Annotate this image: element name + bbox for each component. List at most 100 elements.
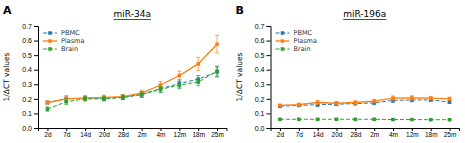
legend: PBMCPlasmaBrain: [276, 29, 317, 53]
tick: 0.6: [22, 37, 38, 44]
tick: 0.1: [255, 110, 271, 117]
marker: [448, 97, 452, 101]
error-bar: [429, 119, 433, 121]
error-bar: [215, 67, 219, 77]
series-line: [280, 119, 450, 120]
error-bar: [121, 94, 125, 98]
marker: [46, 101, 50, 105]
tick: 28d: [350, 128, 361, 138]
tick-mark: [34, 113, 38, 114]
error-bar: [278, 104, 282, 106]
series-line: [47, 71, 217, 109]
tick: 0.6: [255, 37, 271, 44]
y-axis-title: 1/ΔCT values: [235, 52, 244, 101]
error-bar: [372, 118, 376, 120]
marker: [429, 118, 433, 122]
tick-label: 0.2: [22, 96, 32, 103]
series-line: [280, 100, 450, 106]
tick-mark: [34, 99, 38, 100]
tick: 0.5: [22, 52, 38, 59]
tick-label: 2d: [44, 131, 52, 138]
legend-item: PBMC: [43, 29, 80, 37]
error-bar: [83, 96, 87, 100]
tick: 7d: [296, 128, 304, 138]
tick-mark: [267, 113, 271, 114]
tick: 0.3: [255, 81, 271, 88]
tick-label: 0.1: [22, 110, 32, 117]
error-bar: [121, 95, 125, 99]
tick: 20d: [99, 128, 110, 138]
legend-label: Plasma: [294, 37, 317, 45]
tick-label: 0.5: [22, 52, 32, 59]
title-underline: [343, 19, 386, 20]
tick: 12m: [174, 128, 187, 138]
tick-label: 2m: [370, 131, 379, 138]
tick-label: 20d: [332, 131, 343, 138]
tick: 25m: [444, 128, 457, 138]
error-bar: [215, 35, 219, 52]
series: [45, 35, 219, 104]
tick-label: 25m: [444, 131, 457, 138]
tick-label: 0.2: [255, 96, 265, 103]
axis-line: [34, 27, 39, 129]
tick: 0.2: [255, 96, 271, 103]
error-bar: [45, 107, 49, 111]
marker: [196, 80, 200, 84]
error-bar: [353, 118, 357, 120]
tick-mark: [267, 84, 271, 85]
marker: [65, 100, 69, 104]
tick: 12m: [406, 128, 419, 138]
marker: [316, 101, 320, 105]
series: [278, 118, 452, 122]
marker: [335, 118, 339, 122]
tick-label: 12m: [406, 131, 419, 138]
tick: 0.1: [22, 110, 38, 117]
legend-marker: [281, 47, 285, 51]
tick-label: 0.6: [255, 37, 265, 44]
tick: 0.2: [22, 96, 38, 103]
tick-label: 0.1: [255, 110, 265, 117]
tick-mark: [34, 128, 38, 129]
tick-label: 4m: [389, 131, 398, 138]
error-bar: [448, 101, 452, 104]
marker: [410, 96, 414, 100]
error-bar: [372, 99, 376, 102]
marker: [335, 101, 339, 105]
title-underline: [114, 19, 151, 20]
x-axis: 2d7d14d20d28d2m4m12m18m25m: [39, 128, 228, 138]
legend-label: Plasma: [61, 37, 84, 45]
legend-marker: [48, 39, 52, 43]
marker: [429, 96, 433, 100]
tick-label: 0.4: [22, 66, 32, 73]
legend-item: Brain: [43, 45, 78, 53]
marker: [372, 99, 376, 103]
error-bar: [297, 118, 301, 120]
legend: PBMCPlasmaBrain: [43, 29, 84, 53]
tick: 20d: [332, 128, 343, 138]
error-bar: [410, 96, 414, 100]
tick: 2d: [277, 128, 285, 138]
panel: 0.00.10.20.30.40.50.60.72d7d14d20d28d2m4…: [2, 4, 227, 138]
tick-label: 0.7: [22, 23, 32, 30]
tick: 25m: [211, 128, 224, 138]
series: [278, 98, 452, 108]
error-bar: [353, 101, 357, 104]
error-bar: [448, 119, 452, 121]
marker: [278, 104, 282, 108]
tick: 0.0: [255, 125, 271, 132]
error-bar: [215, 66, 219, 76]
y-axis-title: 1/ΔCT values: [2, 52, 11, 101]
title: miR-196a: [343, 9, 386, 19]
tick: 18m: [425, 128, 438, 138]
legend-label: Brain: [294, 45, 311, 53]
marker: [215, 42, 219, 46]
tick-label: 12m: [174, 131, 187, 138]
error-bar: [83, 97, 87, 101]
series-line: [280, 98, 450, 106]
tick-label: 28d: [350, 131, 361, 138]
tick: 4m: [157, 128, 166, 138]
tick-mark: [267, 26, 271, 27]
error-bar: [391, 96, 395, 100]
marker: [297, 104, 301, 108]
legend-marker: [48, 31, 52, 35]
